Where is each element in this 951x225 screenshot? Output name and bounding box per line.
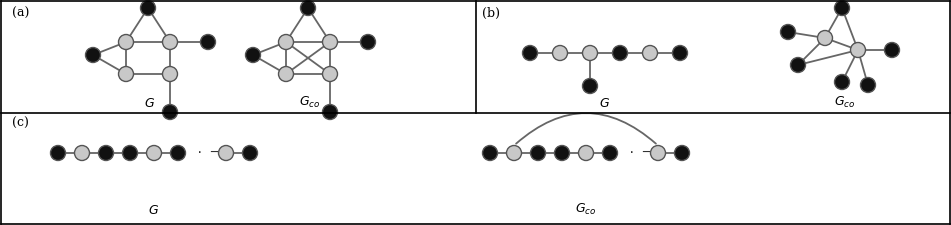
Circle shape [219, 146, 234, 160]
Circle shape [781, 25, 795, 40]
Text: (a): (a) [12, 7, 29, 20]
Circle shape [141, 0, 156, 16]
Circle shape [243, 146, 258, 160]
Text: $G$: $G$ [599, 97, 611, 110]
Circle shape [583, 79, 597, 94]
Circle shape [119, 34, 133, 50]
Circle shape [861, 77, 876, 92]
Text: $G$: $G$ [148, 204, 160, 217]
Circle shape [301, 0, 316, 16]
Text: $G_{co}$: $G_{co}$ [300, 95, 320, 110]
Circle shape [834, 0, 849, 16]
Text: (b): (b) [482, 7, 500, 20]
Circle shape [612, 45, 628, 61]
Circle shape [163, 104, 178, 119]
Circle shape [603, 146, 617, 160]
Circle shape [322, 34, 338, 50]
Circle shape [531, 146, 546, 160]
Circle shape [672, 45, 688, 61]
Circle shape [583, 45, 597, 61]
Circle shape [482, 146, 497, 160]
Circle shape [884, 43, 900, 58]
Circle shape [790, 58, 805, 72]
Circle shape [279, 67, 294, 81]
Circle shape [146, 146, 162, 160]
Text: (c): (c) [12, 117, 29, 130]
Circle shape [643, 45, 657, 61]
Text: $G$: $G$ [145, 97, 156, 110]
Circle shape [123, 146, 138, 160]
Circle shape [818, 31, 832, 45]
Circle shape [360, 34, 376, 50]
Circle shape [554, 146, 570, 160]
Circle shape [50, 146, 66, 160]
Circle shape [245, 47, 261, 63]
Circle shape [99, 146, 113, 160]
Text: $G_{co}$: $G_{co}$ [575, 202, 596, 217]
Circle shape [163, 67, 178, 81]
Circle shape [201, 34, 216, 50]
Circle shape [170, 146, 185, 160]
Circle shape [163, 34, 178, 50]
Circle shape [74, 146, 89, 160]
Circle shape [553, 45, 568, 61]
Circle shape [522, 45, 537, 61]
Circle shape [850, 43, 865, 58]
Circle shape [322, 104, 338, 119]
Text: $G_{co}$: $G_{co}$ [834, 95, 856, 110]
Circle shape [322, 67, 338, 81]
Circle shape [834, 74, 849, 90]
Circle shape [507, 146, 521, 160]
Text: · ─: · ─ [196, 146, 218, 160]
Circle shape [279, 34, 294, 50]
Circle shape [578, 146, 593, 160]
Circle shape [86, 47, 101, 63]
Circle shape [119, 67, 133, 81]
Text: · ─: · ─ [628, 146, 650, 160]
Circle shape [674, 146, 689, 160]
Circle shape [650, 146, 666, 160]
